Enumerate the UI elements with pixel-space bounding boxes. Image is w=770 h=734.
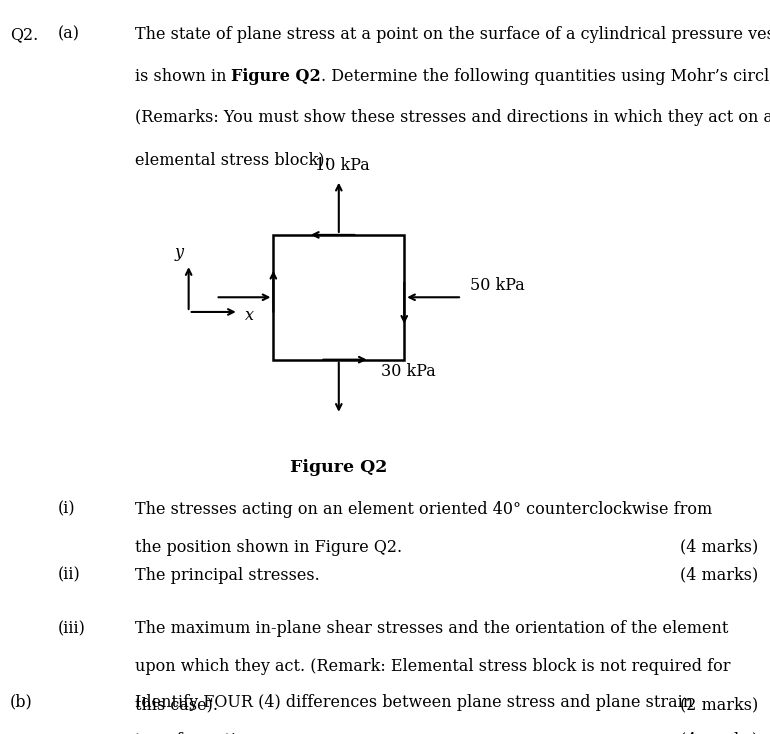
Text: (Remarks: You must show these stresses and directions in which they act on an: (Remarks: You must show these stresses a… [135, 109, 770, 126]
Text: . Determine the following quantities using Mohr’s circle: . Determine the following quantities usi… [321, 68, 770, 84]
Text: Identify FOUR (4) differences between plane stress and plane strain: Identify FOUR (4) differences between pl… [135, 694, 693, 711]
Text: 10 kPa: 10 kPa [315, 157, 370, 174]
Text: Figure Q2: Figure Q2 [290, 459, 387, 476]
Text: the position shown in Figure Q2.: the position shown in Figure Q2. [135, 539, 402, 556]
Text: x: x [245, 307, 254, 324]
Text: Figure Q2: Figure Q2 [231, 68, 321, 84]
Text: (2 marks): (2 marks) [680, 697, 758, 713]
Text: The stresses acting on an element oriented 40° counterclockwise from: The stresses acting on an element orient… [135, 501, 712, 517]
Text: Q2.: Q2. [10, 26, 39, 43]
Text: The state of plane stress at a point on the surface of a cylindrical pressure ve: The state of plane stress at a point on … [135, 26, 770, 43]
Text: transformation.: transformation. [135, 732, 262, 734]
Text: 50 kPa: 50 kPa [470, 277, 524, 294]
Text: (iii): (iii) [58, 620, 85, 637]
Text: upon which they act. (Remark: Elemental stress block is not required for: upon which they act. (Remark: Elemental … [135, 658, 730, 675]
Text: (i): (i) [58, 501, 75, 517]
Text: (4 marks): (4 marks) [680, 539, 758, 556]
Bar [273, 235, 404, 360]
Text: 30 kPa: 30 kPa [381, 363, 436, 380]
Text: (4 marks): (4 marks) [680, 732, 758, 734]
Text: (4 marks): (4 marks) [680, 567, 758, 584]
Text: elemental stress block):: elemental stress block): [135, 151, 330, 168]
Text: (b): (b) [10, 694, 33, 711]
Text: The maximum in-plane shear stresses and the orientation of the element: The maximum in-plane shear stresses and … [135, 620, 728, 637]
Text: y: y [175, 244, 184, 261]
Text: is shown in: is shown in [135, 68, 231, 84]
Text: (ii): (ii) [58, 567, 81, 584]
Text: this case).: this case). [135, 697, 218, 713]
Text: The principal stresses.: The principal stresses. [135, 567, 320, 584]
Text: (a): (a) [58, 26, 80, 43]
